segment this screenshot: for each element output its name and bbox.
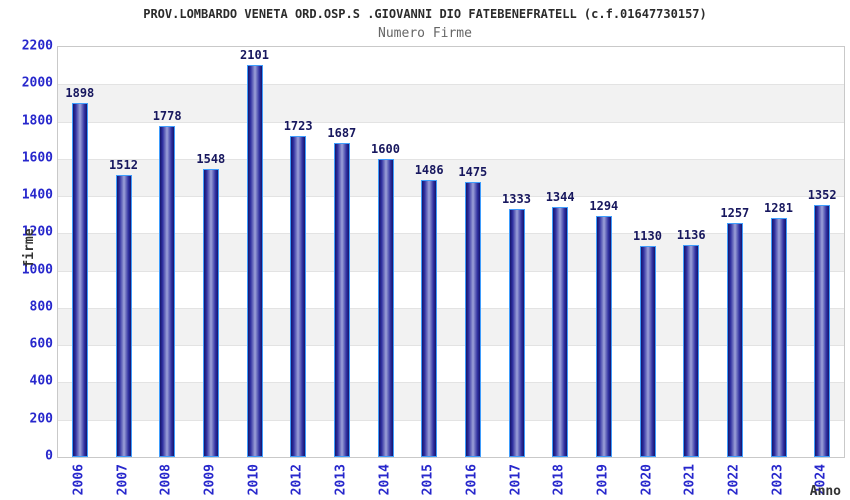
y-tick-label: 1600 [21, 150, 53, 166]
bar [333, 142, 350, 457]
x-tick-label: 2018 [551, 464, 567, 496]
y-tick-label: 0 [45, 448, 53, 464]
y-axis-title-text: firme [22, 228, 37, 268]
x-tick-label: 2006 [71, 464, 87, 496]
grid-band [58, 158, 844, 197]
x-tick-label: 2020 [639, 464, 654, 496]
bar [770, 218, 787, 457]
bar-value-label: 2101 [240, 48, 269, 63]
bar-value-label: 1898 [65, 86, 95, 101]
x-tick-label: 2022 [726, 464, 742, 496]
gridline [58, 382, 844, 384]
bar [683, 245, 700, 457]
x-tick-label: 2015 [420, 464, 436, 496]
x-axis-title: Anno [809, 484, 841, 499]
x-tick-label: 2017 [508, 464, 523, 496]
gridline [58, 233, 844, 235]
y-tick-label: 1000 [21, 262, 53, 278]
bar-value-label: 1486 [414, 163, 444, 178]
bar [290, 135, 307, 457]
gridline [58, 307, 844, 309]
bar-value-label: 1136 [676, 228, 706, 243]
y-axis: 0 200 400 600 800 1000 1200 1400 1600 1800 2000 220… [0, 0, 53, 500]
gridline [58, 84, 844, 86]
bar [726, 222, 743, 457]
bar-value-label: 1294 [589, 198, 619, 213]
y-tick-label: 400 [29, 373, 53, 389]
bar-value-label: 1687 [327, 125, 357, 140]
plot-area: 1898 1512 1778 1548 2101 1723 1687 1600 1486 1475… [57, 46, 845, 458]
bar [595, 215, 612, 457]
bar [814, 205, 831, 457]
x-tick-label: 2016 [464, 464, 480, 496]
bar [508, 208, 525, 457]
gridline [58, 196, 844, 198]
y-tick-label: 2200 [21, 38, 53, 54]
y-tick-label: 1800 [21, 113, 53, 129]
gridline [58, 121, 844, 123]
x-tick-label: 2021 [682, 464, 698, 496]
y-tick-label: 1200 [21, 224, 53, 240]
bar-value-label: 1548 [196, 151, 226, 166]
y-tick-label: 200 [29, 411, 53, 427]
y-tick-label: 800 [29, 299, 53, 315]
x-tick-label: 2010 [246, 464, 261, 496]
bar-value-label: 1257 [720, 205, 750, 220]
x-tick-label: 2012 [289, 464, 305, 496]
bar-value-label: 1352 [807, 188, 837, 203]
y-tick-label: 1400 [21, 187, 53, 203]
bar [639, 246, 656, 457]
grid-band [58, 233, 844, 271]
gridline [58, 270, 844, 272]
x-tick-label: 2014 [377, 464, 392, 496]
x-tick-label: 2008 [158, 464, 174, 496]
bar-value-label: 1512 [109, 158, 138, 173]
bar-value-label: 1130 [633, 229, 662, 244]
x-tick-label: 2009 [202, 464, 218, 496]
y-tick-label: 600 [29, 336, 53, 352]
bar-value-label: 1723 [283, 118, 313, 133]
bar [464, 182, 481, 457]
bar-value-label: 1333 [502, 191, 531, 206]
bar-value-label: 1475 [458, 165, 488, 180]
bar-value-label: 1344 [545, 189, 575, 204]
y-axis-title: firme [22, 228, 37, 271]
y-tick-label: 2000 [21, 75, 53, 91]
x-tick-label: 2013 [333, 464, 349, 496]
bar [552, 206, 569, 457]
bar [246, 65, 263, 457]
bar-value-label: 1778 [152, 108, 182, 123]
gridline [58, 158, 844, 160]
x-tick-label: 2023 [770, 464, 785, 496]
bar [377, 158, 394, 457]
gridline [58, 345, 844, 347]
bar-value-label: 1281 [764, 201, 793, 216]
bar [202, 168, 219, 457]
x-tick-label: 2007 [115, 464, 130, 496]
grid-band [58, 307, 844, 346]
bar [71, 103, 88, 457]
bar-value-label: 1600 [371, 141, 400, 156]
bar [115, 175, 132, 457]
chart-title: PROV.LOMBARDO VENETA ORD.OSP.S .GIOVANNI… [143, 7, 707, 21]
grid-band [58, 84, 844, 122]
gridline [58, 419, 844, 421]
bar [421, 180, 438, 457]
x-tick-label: 2019 [595, 464, 611, 496]
bar [159, 125, 176, 457]
chart-subtitle: Numero Firme [378, 26, 472, 41]
grid-band [58, 382, 844, 420]
